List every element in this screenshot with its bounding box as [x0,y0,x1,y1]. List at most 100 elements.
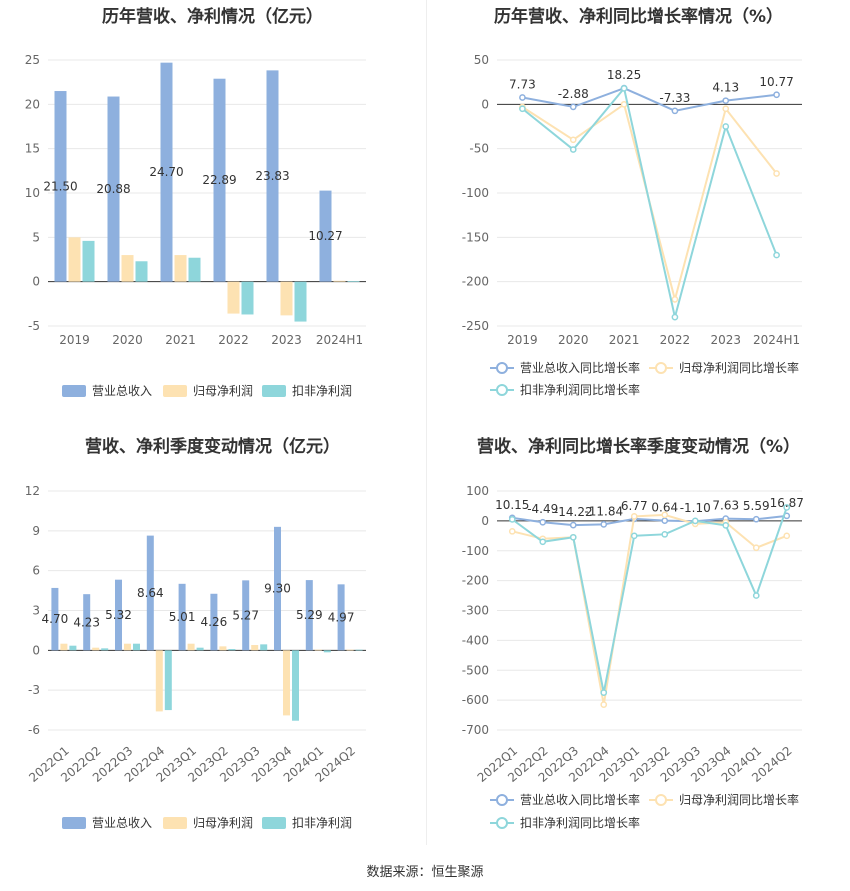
y-tick-label: -500 [462,663,489,677]
bar-revenue [266,70,279,282]
quarterly-growth-chart: -700-600-500-400-300-200-10001002022Q120… [462,484,804,830]
data-label: 23.83 [255,169,289,183]
bar-revenue [115,579,122,651]
series-line-parent-np-growth [512,513,788,705]
legend-label: 扣非净利润同比增长率 [520,382,640,397]
bar-deducted-net-profit [69,645,77,651]
data-point [783,532,791,540]
bar-parent-net-profit [60,643,68,651]
data-label: 0.64 [651,501,678,515]
data-label: 8.64 [137,586,164,600]
x-tick-label: 2020 [558,333,589,347]
x-tick-label: 2023 [271,333,302,347]
y-tick-label: -600 [462,693,489,707]
data-label: 10.27 [308,229,342,243]
data-point [569,136,577,144]
y-tick-label: -3 [28,683,40,697]
bar-revenue [337,584,345,651]
chart-title: 历年营收、净利同比增长率情况（%） [493,7,784,27]
data-point [783,504,791,511]
bar-revenue [83,594,91,651]
data-label: 9.30 [264,582,291,596]
data-point [569,146,577,153]
data-point [661,530,669,538]
legend-swatch [262,817,286,829]
data-label: -14.22 [554,505,593,519]
bar-deducted-net-profit [188,257,201,282]
bar-parent-net-profit [346,649,354,651]
legend-label: 归母净利润同比增长率 [679,360,799,375]
y-tick-label: 50 [474,53,489,67]
bar-parent-net-profit [283,650,290,716]
legend-label: 营业总收入 [92,816,152,830]
data-point [752,592,760,599]
x-tick-label: 2022 [218,333,249,347]
bar-parent-net-profit [155,650,163,712]
series-line-deducted-np-growth [521,86,778,318]
bar-parent-net-profit [280,281,293,316]
data-label: -2.88 [558,87,589,101]
data-label: 5.59 [743,499,770,513]
y-tick-label: 0 [32,643,40,657]
data-point [519,105,526,113]
bar-revenue [319,190,332,282]
bar-parent-net-profit [121,255,134,282]
bar-parent-net-profit [124,643,131,651]
bar-revenue [178,583,186,651]
chart-panel-annual-amounts: 历年营收、净利情况（亿元） -5 0 5 10 15 20 25 2019 2020 2021 20… [0,0,425,410]
bar-deducted-net-profit [323,650,331,653]
x-tick-label: 2024H1 [753,333,800,347]
data-point [752,515,760,523]
data-label: 6.77 [621,499,648,513]
legend-swatch [62,385,86,397]
bar-parent-net-profit [227,281,240,314]
y-tick-label: 0 [32,275,40,289]
bar-deducted-net-profit [241,281,254,315]
data-point [620,100,628,108]
data-label: 22.89 [202,173,236,187]
data-label: 4.70 [42,612,69,626]
y-tick-label: 20 [25,97,40,111]
data-label: 10.77 [759,75,793,89]
data-point [722,522,730,529]
data-label: 5.27 [232,608,259,622]
legend-label: 归母净利润同比增长率 [679,792,799,807]
data-point [539,518,547,526]
bar-parent-net-profit [251,645,259,651]
data-label: 24.70 [149,165,183,179]
legend-swatch [163,385,187,397]
y-tick-label: 6 [32,564,40,578]
data-point [539,538,547,546]
data-point [630,532,638,540]
bar-parent-net-profit [333,280,346,282]
bar-revenue [305,580,313,651]
series-line-deducted-np-growth [511,507,788,693]
bar-deducted-net-profit [101,648,109,651]
series-line-revenue-growth [512,514,787,527]
y-tick-label: -50 [469,142,489,156]
data-point [569,521,577,529]
y-tick-label: 9 [32,524,40,538]
bar-deducted-net-profit [228,649,236,651]
bar-deducted-net-profit [292,650,299,721]
bar-parent-net-profit [219,646,227,651]
bar-revenue [146,535,154,651]
data-source-footer: 数据来源：恒生聚源 [366,865,484,880]
data-point [508,516,516,523]
bar-parent-net-profit [187,643,195,651]
data-point [691,517,699,525]
bar-revenue [160,62,173,282]
x-tick-label: 2023 [710,333,741,347]
y-tick-label: -400 [462,633,489,647]
bar-parent-net-profit [314,649,322,651]
data-label: -7.33 [659,91,690,105]
data-label: 5.29 [296,608,323,622]
x-tick-label: 2022 [660,333,691,347]
legend-swatch-marker [655,794,667,806]
chart-title: 营收、净利季度变动情况（亿元） [85,437,340,457]
data-label: -1.10 [680,501,711,515]
bar-deducted-net-profit [294,281,307,322]
bar-parent-net-profit [174,255,187,282]
bar-revenue [107,96,120,282]
legend-label: 营业总收入同比增长率 [520,792,640,807]
